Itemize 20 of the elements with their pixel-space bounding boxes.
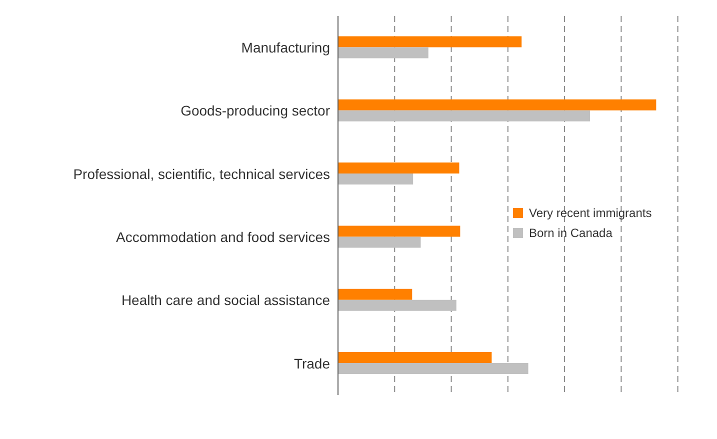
bar [338, 352, 492, 364]
bar [338, 110, 590, 122]
bar [338, 47, 428, 58]
legend-label: Very recent immigrants [529, 205, 652, 222]
bar [338, 288, 412, 300]
y-tick-label: Professional, scientific, technical services [73, 166, 330, 182]
bar [338, 36, 522, 48]
y-tick-label: Goods-producing sector [180, 102, 330, 119]
bar [338, 363, 528, 374]
bar [338, 226, 460, 237]
bar [338, 162, 460, 174]
y-tick-label: Accommodation and food services [116, 229, 330, 246]
legend-label: Born in Canada [529, 225, 612, 242]
y-tick-label: Health care and social assistance [121, 292, 330, 308]
y-tick-label: Trade [294, 355, 330, 372]
bar [338, 300, 456, 311]
bar [338, 174, 414, 185]
y-tick-label: Manufacturing [241, 40, 330, 56]
bar [338, 236, 421, 248]
bar [338, 99, 656, 110]
